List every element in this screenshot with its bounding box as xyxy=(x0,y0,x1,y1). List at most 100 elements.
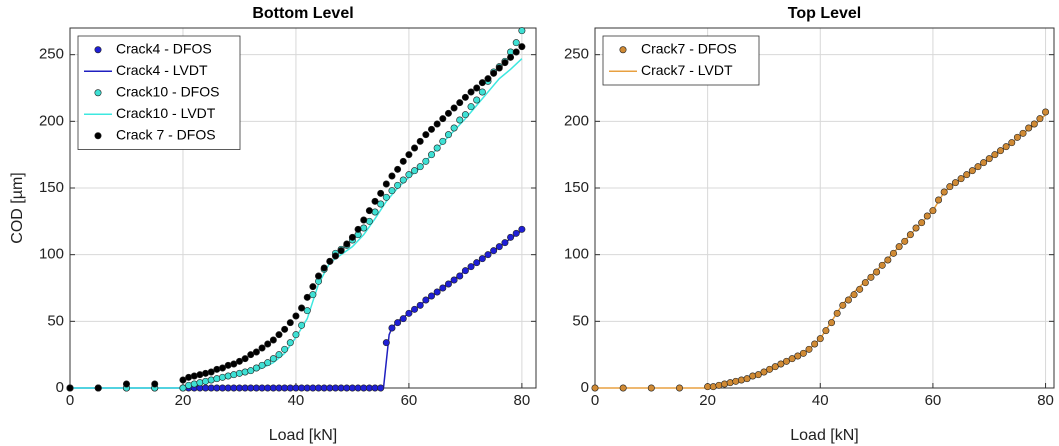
data-point xyxy=(185,381,193,389)
data-point xyxy=(1042,108,1050,116)
data-point xyxy=(202,369,210,377)
data-point xyxy=(450,124,458,132)
data-point xyxy=(292,331,300,339)
data-point xyxy=(450,276,458,284)
data-point xyxy=(839,301,847,309)
legend-label: Crack10 - DFOS xyxy=(116,83,219,99)
legend-label: Crack4 - DFOS xyxy=(116,40,212,56)
data-point xyxy=(873,268,881,276)
data-point xyxy=(980,159,988,167)
data-point xyxy=(360,216,368,224)
data-point xyxy=(416,301,424,309)
data-point xyxy=(399,157,407,165)
data-point xyxy=(269,355,277,363)
data-point xyxy=(461,111,469,119)
data-point xyxy=(405,309,413,317)
data-point xyxy=(507,53,515,61)
data-point xyxy=(478,88,486,96)
data-point xyxy=(405,171,413,179)
data-point xyxy=(94,384,102,392)
data-point xyxy=(951,179,959,187)
legend-label: Crack7 - DFOS xyxy=(641,40,737,56)
data-point xyxy=(518,27,526,35)
data-point xyxy=(388,324,396,332)
data-point xyxy=(377,189,385,197)
data-point xyxy=(799,349,807,357)
data-point xyxy=(439,115,447,123)
data-point xyxy=(405,151,413,159)
data-point xyxy=(788,355,796,363)
data-point xyxy=(371,208,379,216)
data-point xyxy=(709,383,717,391)
data-point xyxy=(196,379,204,387)
data-point xyxy=(946,183,954,191)
axes-box xyxy=(594,27,1055,389)
data-point xyxy=(303,293,311,301)
data-point xyxy=(856,285,864,293)
y-tick-label: 250 xyxy=(564,46,589,63)
data-point xyxy=(371,197,379,205)
data-point xyxy=(303,307,311,315)
data-point xyxy=(213,365,221,373)
data-point xyxy=(828,319,836,327)
data-point xyxy=(912,224,920,232)
data-point xyxy=(241,368,249,376)
data-point xyxy=(901,237,909,245)
data-point xyxy=(416,163,424,171)
data-point xyxy=(715,381,723,389)
data-point xyxy=(433,288,441,296)
data-point xyxy=(428,151,436,159)
y-tick-label: 100 xyxy=(39,246,64,263)
data-point xyxy=(433,120,441,128)
data-point xyxy=(275,351,283,359)
y-tick-label: 50 xyxy=(47,312,64,329)
legend-marker xyxy=(94,89,102,97)
data-point xyxy=(292,312,300,320)
data-point xyxy=(377,200,385,208)
data-point xyxy=(478,79,486,87)
data-point xyxy=(360,224,368,232)
data-point xyxy=(906,231,914,239)
data-point xyxy=(1030,120,1038,128)
data-point xyxy=(365,207,373,215)
data-point xyxy=(444,131,452,139)
data-point xyxy=(822,327,830,335)
data-point xyxy=(202,377,210,385)
data-point xyxy=(940,188,948,196)
data-point xyxy=(816,335,824,343)
data-point xyxy=(974,163,982,171)
data-point xyxy=(230,371,238,379)
data-point xyxy=(411,144,419,152)
data-point xyxy=(151,380,159,388)
data-point xyxy=(179,384,187,392)
chart-title: Top Level xyxy=(788,5,862,22)
legend-box xyxy=(602,35,760,86)
data-point xyxy=(782,357,790,365)
data-point xyxy=(416,137,424,145)
legend-box xyxy=(77,35,241,150)
data-point xyxy=(456,116,464,124)
subplot: 0 20 40 60 80 0 50 100 150 200 250 Bottom Level Load… xyxy=(9,5,537,444)
data-point xyxy=(771,363,779,371)
data-point xyxy=(422,296,430,304)
data-point xyxy=(895,243,903,251)
data-point xyxy=(326,257,334,265)
data-point xyxy=(179,376,187,384)
y-tick-label: 0 xyxy=(581,379,589,396)
data-point xyxy=(929,207,937,215)
data-point xyxy=(411,305,419,313)
x-tick-label: 60 xyxy=(401,392,418,409)
data-point xyxy=(433,144,441,152)
data-point xyxy=(185,373,193,381)
data-point xyxy=(647,384,655,392)
data-point xyxy=(394,319,402,327)
data-point xyxy=(918,219,926,227)
x-tick-label: 80 xyxy=(1037,392,1054,409)
legend-marker xyxy=(94,46,102,54)
data-point xyxy=(461,267,469,275)
data-point xyxy=(1008,139,1016,147)
data-point xyxy=(190,380,198,388)
data-point xyxy=(467,263,475,271)
